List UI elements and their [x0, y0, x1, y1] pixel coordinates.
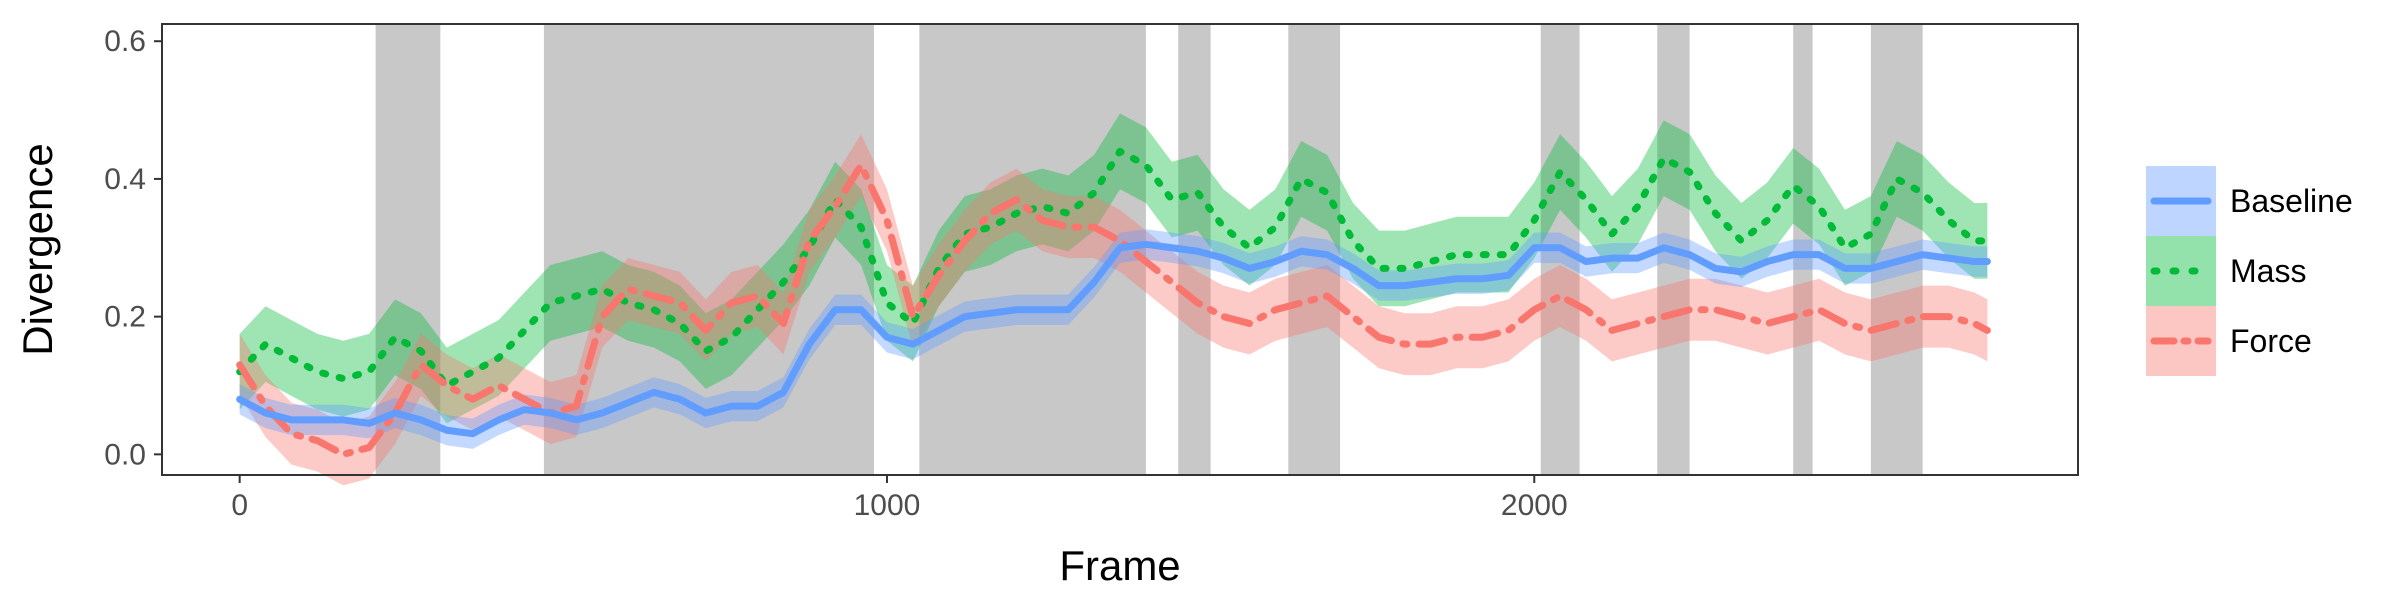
legend-item-mass: Mass: [2146, 236, 2306, 306]
x-tick-label: 1000: [854, 489, 921, 522]
shaded-interval: [543, 24, 875, 475]
plot-panel-border: [161, 23, 2079, 476]
x-tick-label: 2000: [1501, 489, 1568, 522]
shaded-interval: [1793, 24, 1813, 475]
shaded-interval: [375, 24, 441, 475]
series-line-force: [236, 161, 1991, 458]
legend-item-force: Force: [2146, 306, 2312, 376]
x-axis-title: Frame: [1059, 542, 1180, 589]
series-line-baseline: [236, 240, 1991, 438]
legend-item-baseline: Baseline: [2146, 166, 2353, 236]
series-lines: [236, 147, 1991, 458]
y-tick-label: 0.0: [104, 438, 146, 471]
series-line-mass: [236, 147, 1991, 389]
y-axis-title: Divergence: [14, 143, 61, 355]
confidence-band-force: [239, 134, 1988, 486]
legend-label: Baseline: [2230, 183, 2353, 219]
y-tick-label: 0.6: [104, 25, 146, 58]
legend: Baseline Mass Force: [2146, 166, 2353, 376]
legend-label: Mass: [2230, 253, 2306, 289]
shaded-interval: [1870, 24, 1923, 475]
y-tick-label: 0.2: [104, 301, 146, 334]
x-tick-label: 0: [231, 489, 248, 522]
x-axis: 0 1000 2000: [231, 475, 1568, 522]
confidence-band-baseline: [239, 229, 1988, 449]
legend-label: Force: [2230, 323, 2312, 359]
y-tick-label: 0.4: [104, 163, 146, 196]
y-axis: 0.0 0.2 0.4 0.6: [104, 25, 162, 471]
